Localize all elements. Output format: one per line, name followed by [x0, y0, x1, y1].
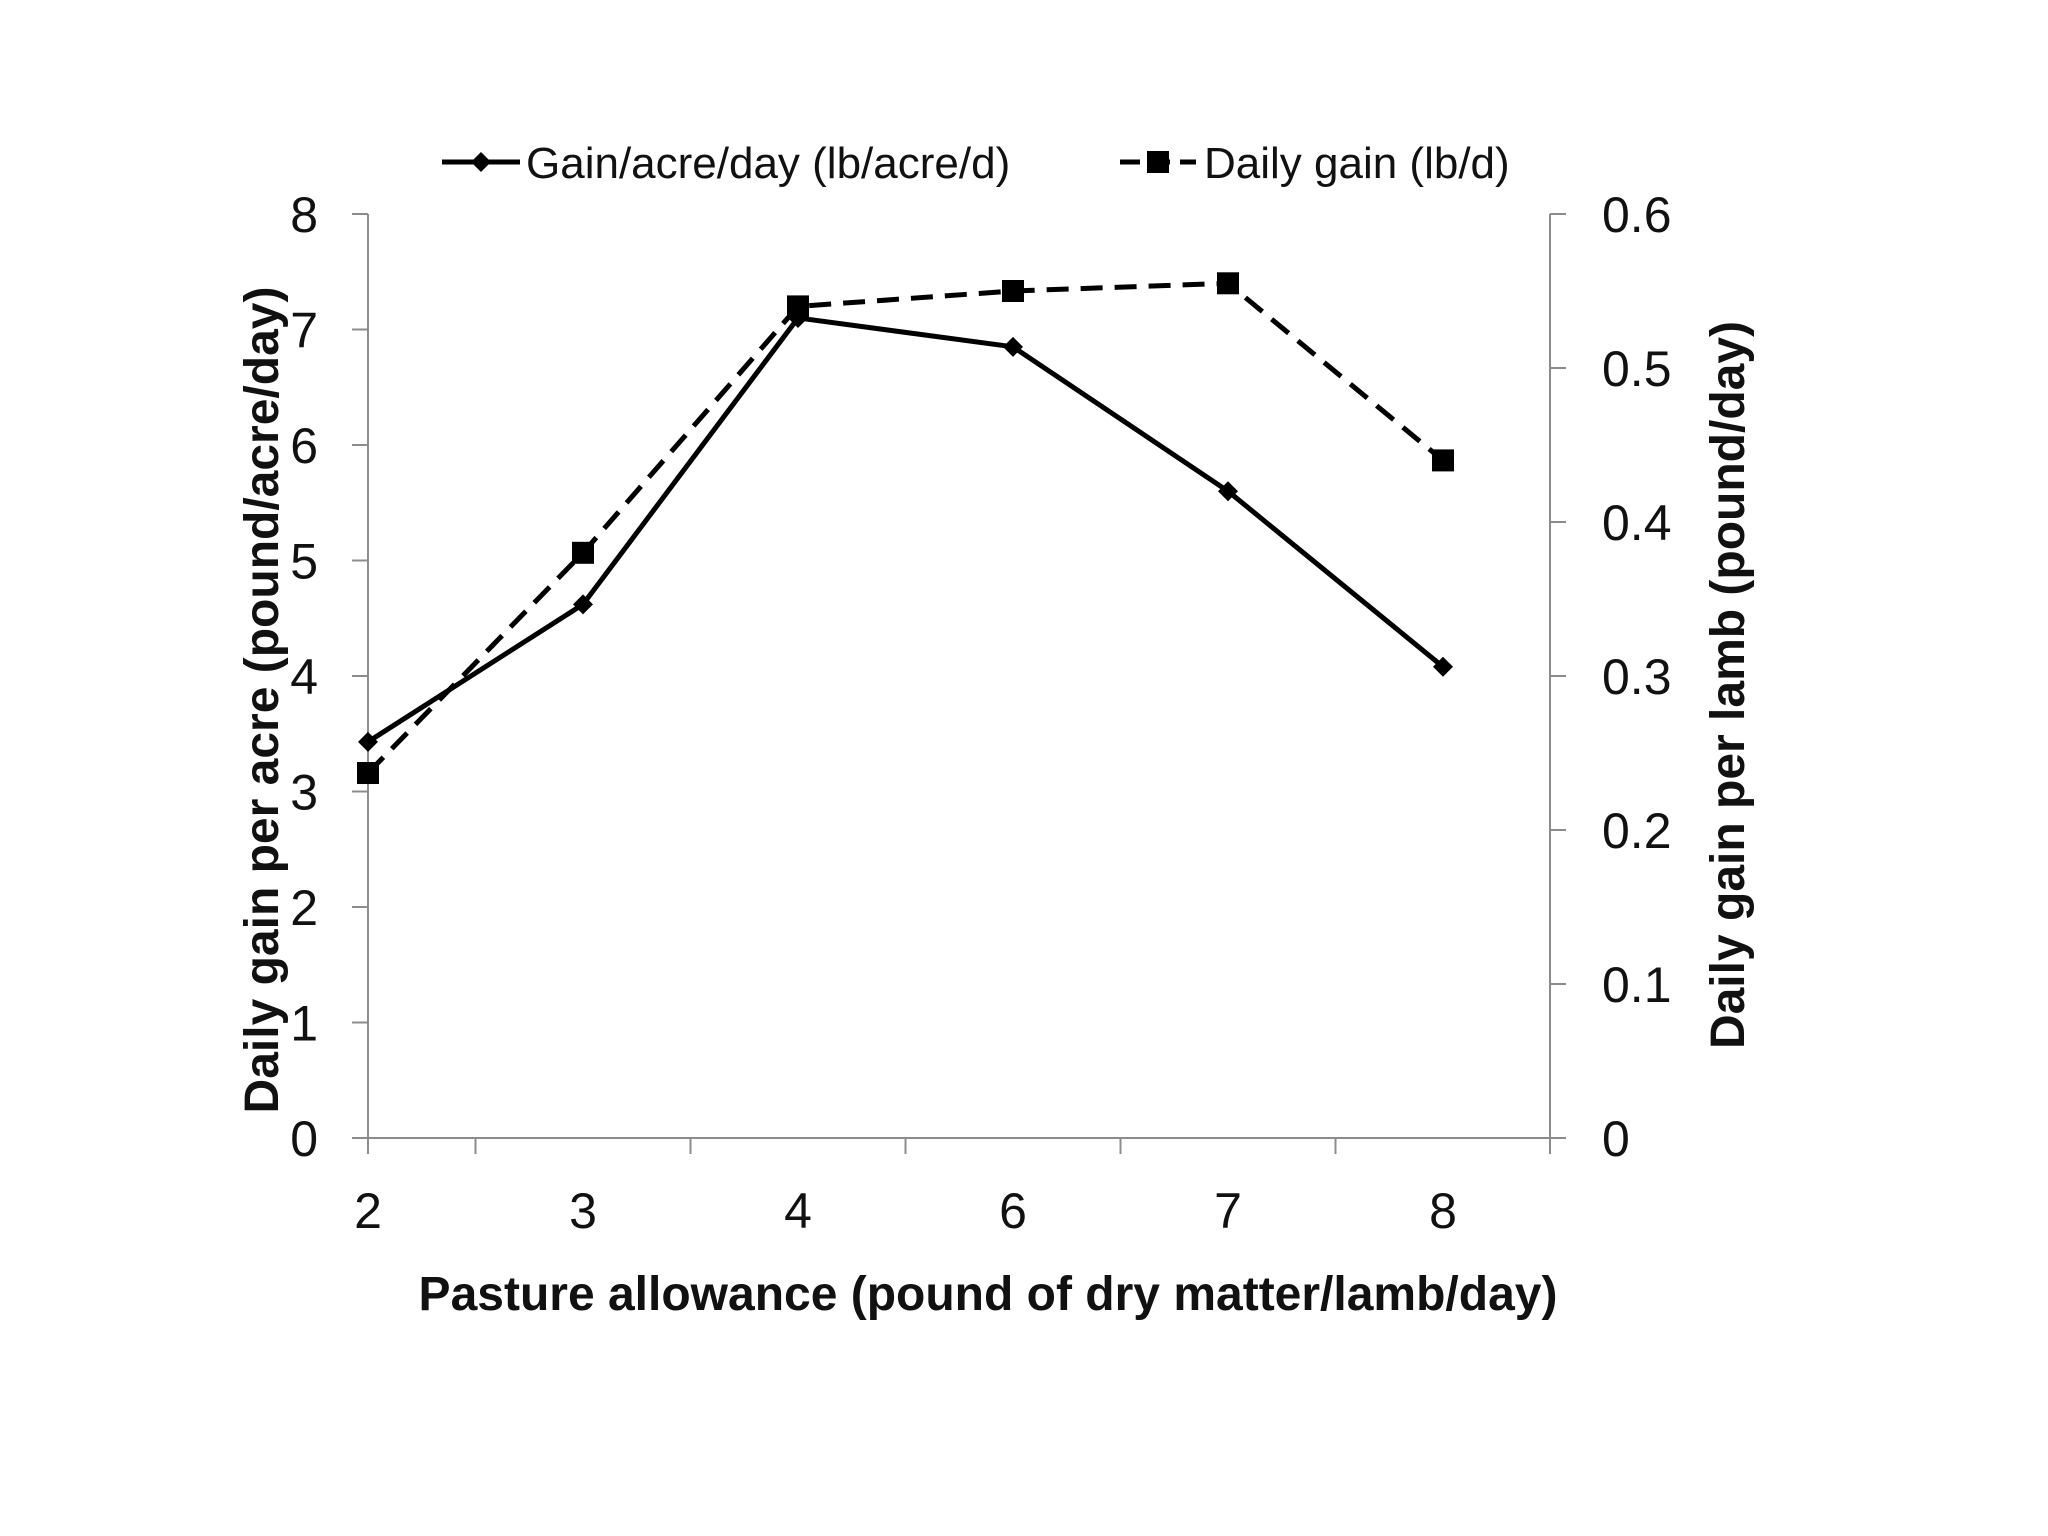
data-point-daily-gain	[787, 295, 809, 318]
legend-marker-square	[1147, 151, 1169, 173]
x-tick-label: 7	[1214, 1183, 1242, 1239]
series-line-daily-gain	[366, 280, 1445, 775]
data-point-gain-per-acre	[358, 731, 378, 752]
right-y-ticks: 0 0.1 0.2 0.3 0.4 0.5 0.6	[1550, 187, 1672, 1167]
left-y-tick-label: 0	[290, 1111, 318, 1167]
left-y-tick-label: 3	[290, 765, 318, 821]
left-y-tick-label: 6	[290, 418, 318, 474]
left-y-tick-label: 7	[290, 303, 318, 359]
x-tick-label: 2	[354, 1183, 382, 1239]
data-point-daily-gain	[1002, 280, 1024, 302]
left-y-tick-label: 1	[290, 996, 318, 1052]
x-tick-label: 4	[784, 1183, 812, 1239]
series-line-gain-per-acre	[366, 315, 1445, 744]
data-point-daily-gain	[572, 541, 594, 564]
series-layer	[357, 272, 1454, 785]
legend-marker-diamond	[471, 152, 491, 172]
legend-label-gain-per-acre: Gain/acre/day (lb/acre/d)	[526, 139, 1010, 188]
data-point-daily-gain	[1217, 272, 1239, 295]
right-y-tick-label: 0.4	[1602, 495, 1672, 551]
data-point-gain-per-acre	[1218, 481, 1238, 502]
x-tick-label: 3	[569, 1183, 597, 1239]
data-point-daily-gain	[357, 762, 379, 785]
right-y-tick-label: 0.1	[1602, 957, 1672, 1013]
x-tick-label: 8	[1429, 1183, 1457, 1239]
legend-label-daily-gain: Daily gain (lb/d)	[1204, 139, 1510, 188]
x-axis-title: Pasture allowance (pound of dry matter/l…	[419, 1268, 1558, 1321]
left-y-tick-label: 8	[290, 187, 318, 243]
right-y-tick-label: 0.6	[1602, 187, 1672, 243]
left-y-tick-label: 4	[290, 649, 318, 705]
right-y-tick-label: 0	[1602, 1111, 1630, 1167]
right-y-tick-label: 0.2	[1602, 803, 1672, 859]
data-point-daily-gain	[1432, 449, 1454, 472]
legend: Gain/acre/day (lb/acre/d) Daily gain (lb…	[442, 139, 1510, 188]
right-y-axis-title: Daily gain per lamb (pound/day)	[1702, 321, 1755, 1049]
x-tick-label: 6	[999, 1183, 1027, 1239]
left-y-tick-label: 5	[290, 534, 318, 590]
x-ticks: 2 3 4 6 7 8	[354, 1138, 1551, 1239]
data-point-gain-per-acre	[1433, 656, 1453, 677]
right-y-tick-label: 0.5	[1602, 341, 1672, 397]
left-y-axis-title: Daily gain per acre (pound/acre/day)	[236, 287, 289, 1114]
left-y-ticks: 0 1 2 3 4 5 6 7 8	[290, 187, 368, 1167]
data-point-gain-per-acre	[1003, 336, 1023, 357]
left-y-tick-label: 2	[290, 880, 318, 936]
right-y-tick-label: 0.3	[1602, 649, 1672, 705]
data-point-gain-per-acre	[573, 594, 593, 615]
